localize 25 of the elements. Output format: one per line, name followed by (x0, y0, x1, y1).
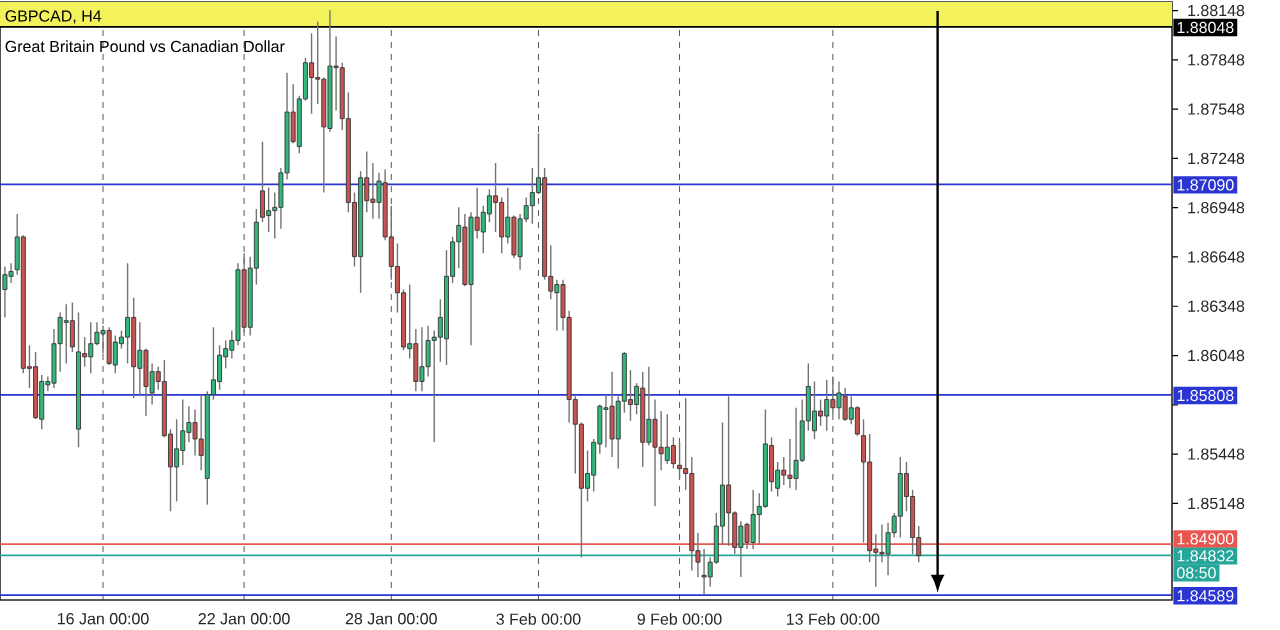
text: Great Britain Pound vs Canadian Dollar (5, 40, 285, 53)
chart-title: GBPCAD, H4 (5, 10, 102, 24)
y-tick-label: 1.86648 (1188, 251, 1245, 263)
y-tick-label: 1.87848 (1188, 54, 1245, 66)
y-tick-label: 1.86948 (1188, 202, 1245, 214)
ref-line-label: 1.84900 (1177, 533, 1234, 545)
y-tick-label: 1.85148 (1188, 497, 1245, 510)
x-tick-label: 3 Feb 00:00 (496, 613, 581, 625)
x-tick-label: 16 Jan 00:00 (58, 613, 149, 625)
ref-line-label: 1.84589 (1177, 590, 1234, 602)
x-tick-label: 13 Feb 00:00 (786, 613, 880, 625)
y-tick-label: 1.86348 (1188, 300, 1245, 312)
y-tick-label: 1.86048 (1188, 349, 1245, 362)
ref-line-label: 1.88048 (1177, 21, 1234, 34)
x-tick-label: 28 Jan 00:00 (345, 613, 437, 625)
ref-line-label: 1.84832 (1177, 550, 1234, 562)
text: 08:50 (1177, 567, 1216, 579)
x-tick-label: 9 Feb 00:00 (637, 613, 722, 625)
x-tick-label: 22 Jan 00:00 (198, 613, 290, 625)
ref-line-label: 1.85808 (1177, 389, 1234, 402)
y-tick-label: 1.85448 (1188, 448, 1245, 460)
y-tick-label: 1.87548 (1188, 103, 1245, 115)
ref-line-label: 1.87090 (1177, 179, 1234, 191)
y-tick-label: 1.87248 (1188, 152, 1245, 165)
y-tick-label: 1.88148 (1188, 4, 1245, 17)
